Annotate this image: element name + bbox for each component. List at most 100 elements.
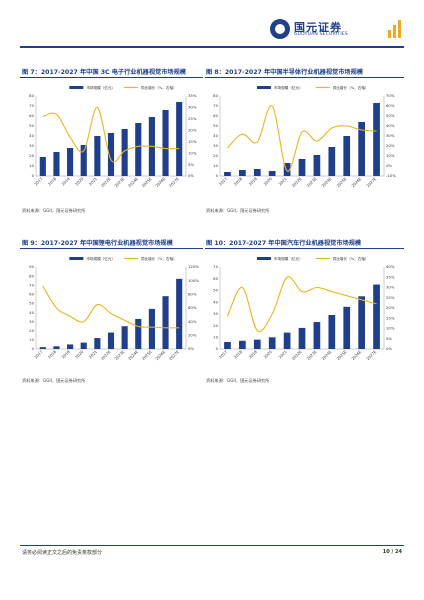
y-tick-right: 5% — [386, 336, 392, 341]
x-tick-label: 2018 — [47, 349, 58, 360]
x-tick-label: 2026E — [154, 349, 166, 361]
y-tick-left: 70 — [213, 103, 218, 108]
bar — [107, 332, 115, 349]
figure-8-title: 图 8：2017-2027 年中国半导体行业机器视觉市场规模 — [206, 69, 363, 76]
y-tick-left: 0 — [32, 173, 35, 178]
header-divider — [20, 46, 404, 48]
y-tick-left: 50 — [29, 123, 34, 128]
bar — [121, 326, 128, 349]
growth-line — [227, 105, 377, 172]
x-tick-label: 2026E — [350, 349, 362, 361]
bar — [176, 102, 183, 176]
logo-bars-icon — [388, 18, 402, 38]
legend-label-bar: 市场规模（亿元） — [274, 85, 303, 90]
y-tick-right: 10% — [188, 150, 197, 155]
bar — [328, 147, 336, 176]
figure-10-source: 资料来源：GGII，国元证券研究所 — [206, 378, 270, 383]
bar — [135, 318, 142, 349]
y-tick-left: 40 — [29, 310, 34, 315]
bar — [53, 152, 60, 176]
bar — [121, 129, 128, 176]
x-tick-label: 2021 — [88, 349, 99, 360]
y-tick-right: 50% — [386, 113, 395, 118]
x-tick-label: 2020 — [74, 176, 85, 187]
y-tick-right: 60% — [188, 305, 197, 310]
x-tick-label: 2025E — [141, 349, 153, 361]
x-tick-label: 2022E — [291, 176, 303, 188]
x-tick-label: 2018 — [233, 176, 244, 187]
y-tick-left: 40 — [213, 299, 218, 304]
figure-10-chart: 市场规模（亿元） 同比增长（%，右轴） 0 10 20 30 40 50 60 70 0% 5% 10%… — [213, 256, 395, 361]
bar — [53, 346, 60, 349]
x-tick-label: 2018 — [233, 349, 244, 360]
y-tick-left: 80 — [29, 273, 34, 278]
y-tick-right: 5% — [188, 162, 194, 167]
y-tick-right: 15% — [188, 139, 197, 144]
chart-legend: 市场规模（亿元） 同比增长（%，右轴） — [69, 85, 177, 90]
bar — [373, 103, 380, 176]
y-tick-left: 50 — [213, 288, 218, 293]
y-tick-left: 60 — [213, 276, 218, 281]
page-number: 10 / 24 — [382, 549, 402, 555]
y-tick-left: 30 — [213, 311, 218, 316]
bar — [298, 159, 306, 176]
y-tick-right: 120% — [188, 264, 199, 269]
bar — [283, 332, 291, 349]
y-tick-left: 40 — [213, 133, 218, 138]
x-tick-label: 2020 — [263, 349, 274, 360]
bar — [239, 170, 246, 176]
y-tick-left: 20 — [29, 153, 34, 158]
bar — [67, 344, 74, 349]
y-tick-left: 10 — [213, 163, 218, 168]
y-tick-left: 50 — [213, 123, 218, 128]
y-tick-left: 20 — [29, 328, 34, 333]
bar — [268, 337, 276, 349]
bar — [80, 145, 87, 176]
figure-7-source: 资料来源：GGII，国元证券研究所 — [22, 208, 86, 213]
bar — [162, 110, 169, 176]
x-tick-label: 2019 — [60, 349, 71, 360]
x-tick-label: 2027E — [365, 349, 377, 361]
logo-text-en: GUOYUAN SECURITIES — [294, 32, 348, 37]
chart-legend: 市场规模（亿元） 同比增长（%，右轴） — [256, 85, 369, 90]
y-tick-right: 40% — [188, 319, 197, 324]
x-tick-label: 2025E — [335, 349, 347, 361]
figure-8-rule — [205, 77, 404, 78]
x-tick-label: 2027E — [168, 349, 180, 361]
y-tick-right: 0% — [188, 173, 194, 178]
y-tick-left: 70 — [29, 282, 34, 287]
bar — [176, 278, 183, 349]
x-tick-label: 2023E — [306, 349, 318, 361]
y-tick-right: 0% — [386, 163, 392, 168]
bar — [239, 340, 246, 349]
figure-7-title: 图 7：2017-2027 年中国 3C 电子行业机器视觉市场规模 — [22, 69, 186, 76]
x-tick-label: 2027E — [365, 176, 377, 188]
figure-8-source: 资料来源：GGII，国元证券研究所 — [206, 208, 270, 213]
company-logo: 国元证券 GUOYUAN SECURITIES — [270, 18, 402, 42]
footer-disclaimer: 请务必阅读正文之后的免责条款部分 — [22, 550, 103, 556]
x-tick-label: 2023E — [306, 176, 318, 188]
growth-line — [42, 106, 180, 163]
y-tick-right: 40% — [386, 123, 395, 128]
y-tick-right: 15% — [386, 315, 395, 320]
y-tick-right: 40% — [386, 264, 395, 269]
x-tick-label: 2019 — [60, 176, 71, 187]
x-tick-label: 2017 — [33, 349, 44, 360]
figure-9-rule — [20, 248, 203, 249]
bar — [135, 123, 142, 176]
x-tick-label: 2024E — [320, 176, 332, 188]
growth-line — [226, 276, 377, 333]
y-tick-left: 0 — [216, 173, 219, 178]
bar — [358, 122, 365, 176]
bar — [39, 347, 46, 349]
y-tick-left: 10 — [29, 337, 34, 342]
y-tick-right: 100% — [188, 278, 199, 283]
y-tick-right: 0% — [386, 346, 392, 351]
logo-mark-icon — [270, 19, 290, 39]
y-tick-left: 90 — [29, 264, 34, 269]
y-tick-left: 60 — [29, 113, 34, 118]
y-tick-right: 35% — [188, 93, 197, 98]
x-tick-label: 2024E — [127, 176, 139, 188]
legend-label-bar: 市场规模（亿元） — [86, 85, 115, 90]
bar — [224, 341, 231, 349]
